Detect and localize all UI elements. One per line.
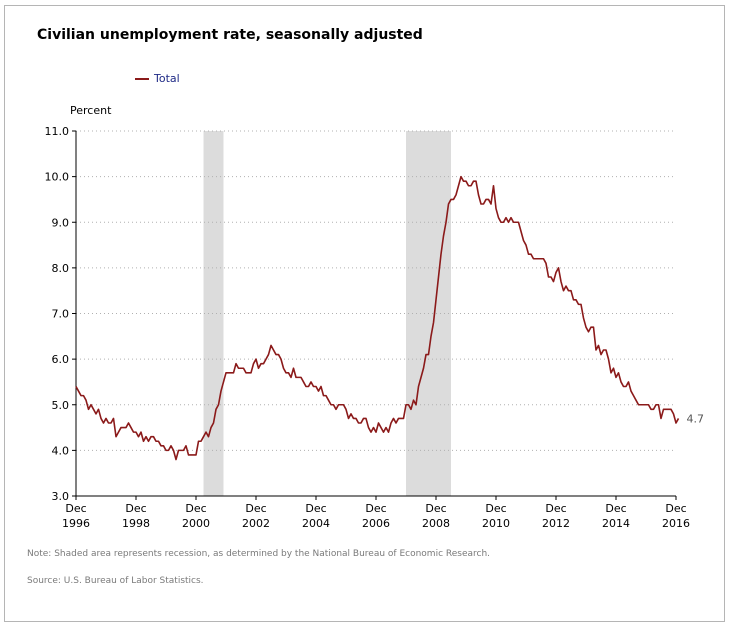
x-tick-year-1998: 1998 xyxy=(122,517,150,530)
x-tick-year-1996: 1996 xyxy=(62,517,90,530)
recession-note: Note: Shaded area represents recession, … xyxy=(27,549,491,559)
y-tick-label-9.0: 9.0 xyxy=(52,216,70,229)
x-tick-year-2012: 2012 xyxy=(542,517,570,530)
x-tick-year-2014: 2014 xyxy=(602,517,630,530)
x-tick-year-2008: 2008 xyxy=(422,517,450,530)
x-tick-year-2016: 2016 xyxy=(662,517,690,530)
x-tick-year-2000: 2000 xyxy=(182,517,210,530)
x-tick-month-1996: Dec xyxy=(65,502,86,515)
y-tick-label-4.0: 4.0 xyxy=(52,444,70,457)
y-tick-label-10.0: 10.0 xyxy=(45,171,70,184)
y-tick-label-11.0: 11.0 xyxy=(45,125,70,138)
series-line-total xyxy=(75,175,680,461)
x-tick-year-2002: 2002 xyxy=(242,517,270,530)
x-tick-month-1998: Dec xyxy=(125,502,146,515)
x-tick-month-2006: Dec xyxy=(365,502,386,515)
y-tick-label-5.0: 5.0 xyxy=(52,399,70,412)
legend-swatch-total xyxy=(135,77,149,80)
chart-title: Civilian unemployment rate, seasonally a… xyxy=(37,27,423,43)
x-tick-year-2006: 2006 xyxy=(362,517,390,530)
x-tick-year-2004: 2004 xyxy=(302,517,330,530)
y-tick-label-7.0: 7.0 xyxy=(52,308,70,321)
y-tick-label-6.0: 6.0 xyxy=(52,353,70,366)
x-tick-month-2010: Dec xyxy=(485,502,506,515)
x-tick-year-2010: 2010 xyxy=(482,517,510,530)
x-tick-month-2008: Dec xyxy=(425,502,446,515)
x-tick-month-2004: Dec xyxy=(305,502,326,515)
x-tick-month-2016: Dec xyxy=(665,502,686,515)
x-tick-month-2000: Dec xyxy=(185,502,206,515)
legend-label-total: Total xyxy=(154,72,180,85)
x-tick-month-2012: Dec xyxy=(545,502,566,515)
y-axis-label: Percent xyxy=(70,104,112,117)
end-value-label: 4.7 xyxy=(687,412,705,425)
source-note: Source: U.S. Bureau of Labor Statistics. xyxy=(27,576,204,586)
x-tick-month-2002: Dec xyxy=(245,502,266,515)
x-tick-month-2014: Dec xyxy=(605,502,626,515)
y-tick-label-8.0: 8.0 xyxy=(52,262,70,275)
legend[interactable]: Total xyxy=(135,72,180,85)
y-tick-label-3.0: 3.0 xyxy=(52,490,70,503)
